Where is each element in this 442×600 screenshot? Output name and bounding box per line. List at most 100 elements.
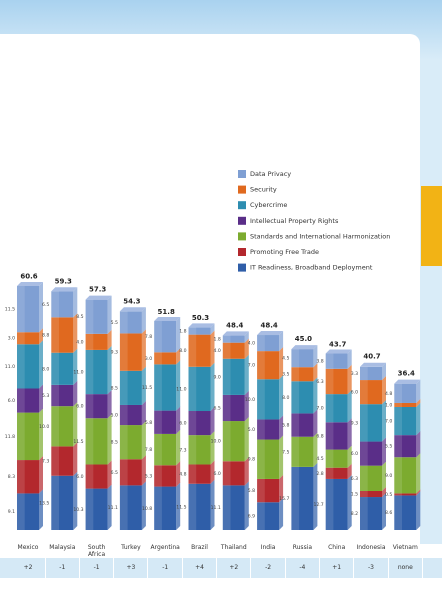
bar-segment: [257, 439, 280, 479]
bar-top: [257, 331, 284, 336]
bar-top: [85, 295, 112, 300]
bar-segment: [291, 381, 314, 414]
bar-segment: [222, 461, 245, 486]
bar-segment: [222, 358, 245, 395]
segment-label: 7.8: [145, 447, 152, 453]
segment-label: 4.5: [282, 356, 289, 362]
bar-side: [141, 307, 146, 334]
legend-label: Intellectual Property Rights: [250, 217, 339, 225]
segment-label: 11.0: [176, 386, 186, 392]
bar-side: [141, 400, 146, 426]
bar-segment: [257, 351, 280, 380]
bar-shade: [51, 291, 59, 530]
segment-label: 1.0: [385, 402, 392, 408]
bar-top: [291, 345, 318, 350]
x-tick-label: India: [260, 544, 276, 551]
total-label: 45.0: [295, 335, 312, 343]
bar-segment: [17, 412, 39, 461]
segment-label: 9.0: [385, 473, 392, 479]
segment-label: 6.0: [76, 404, 83, 410]
bar-side: [279, 435, 284, 479]
bar-segment: [17, 460, 39, 494]
bar-segment: [394, 495, 417, 530]
bar-segment: [119, 485, 142, 530]
bar-side: [107, 295, 112, 334]
segment-label: 10.0: [39, 424, 49, 430]
bar-segment: [154, 320, 177, 353]
bar-top: [222, 331, 249, 336]
segment-label: 10.0: [245, 397, 255, 403]
rank-change: -2: [252, 558, 286, 578]
bar-side: [210, 323, 215, 335]
bar-segment: [325, 353, 348, 369]
segment-label: 6.0: [8, 398, 15, 404]
legend-label: Promoting Free Trade: [250, 248, 319, 256]
bar-segment: [325, 449, 348, 468]
bar-side: [107, 345, 112, 395]
bar-side: [279, 331, 284, 352]
segment-label: 4.0: [213, 348, 220, 354]
bar-segment: [51, 475, 74, 530]
bar-segment: [257, 502, 280, 530]
segment-label: 5.0: [111, 413, 118, 419]
segment-label: 9.0: [213, 374, 220, 380]
bar-side: [279, 415, 284, 440]
bar-side: [141, 329, 146, 371]
bar-side: [176, 461, 181, 487]
bar-side: [313, 345, 318, 368]
total-label: 60.6: [20, 272, 37, 280]
segment-label: 6.3: [351, 476, 358, 482]
bar-segment: [360, 465, 382, 492]
x-tick-label: Argentina: [150, 544, 180, 551]
segment-label: 11.5: [73, 439, 83, 445]
bar-side: [141, 421, 146, 460]
bar-segment: [154, 352, 177, 365]
legend-swatch: [238, 248, 246, 256]
bar-segment: [119, 311, 142, 334]
bar-segment: [51, 352, 74, 385]
total-label: 36.4: [398, 370, 415, 378]
rank-change: +4: [183, 558, 217, 578]
bar-side: [107, 460, 112, 489]
segment-label: 1.8: [179, 329, 186, 335]
segment-label: 5.3: [42, 393, 49, 399]
bar-segment: [291, 466, 314, 530]
bar-shade: [325, 353, 334, 530]
legend-swatch: [238, 170, 246, 178]
bar-shade: [154, 320, 162, 530]
x-tick-label: Turkey: [121, 544, 141, 551]
bar-side: [107, 414, 112, 465]
bar-segment: [257, 419, 280, 440]
bar-segment: [291, 367, 314, 382]
bar-side: [244, 417, 249, 462]
bar-side: [347, 463, 352, 479]
bar-side: [382, 437, 386, 466]
segment-label: 8.0: [282, 395, 289, 401]
change-strip: [0, 558, 442, 578]
segment-label: 7.0: [248, 363, 255, 369]
total-label: 43.7: [329, 340, 346, 348]
bar-segment: [85, 299, 108, 334]
segment-label: 5.5: [385, 444, 392, 450]
bar-side: [313, 462, 318, 530]
rank-change: none: [389, 558, 423, 578]
bar-top: [154, 316, 181, 321]
bar-segment: [119, 404, 142, 426]
segment-label: 3.5: [282, 372, 289, 378]
bar-side: [210, 431, 215, 465]
bar-side: [279, 375, 284, 420]
segment-label: 7.3: [42, 459, 49, 465]
bar-side: [73, 471, 78, 530]
bar-side: [382, 376, 386, 405]
bar-side: [141, 366, 146, 405]
bar-segment: [325, 422, 348, 450]
bar-segment: [51, 406, 74, 447]
segment-label: 8.0: [179, 348, 186, 354]
legend-label: Standards and International Harmonizatio…: [250, 232, 390, 240]
total-label: 48.4: [260, 321, 277, 329]
rank-change: -4: [286, 558, 320, 578]
bar-segment: [188, 366, 211, 412]
segment-label: 9.8: [248, 457, 255, 463]
bar-segment: [51, 384, 74, 407]
segment-label: 4.5: [316, 456, 323, 462]
